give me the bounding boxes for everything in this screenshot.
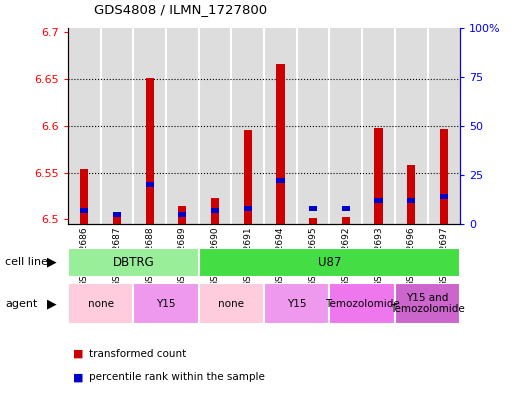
Bar bbox=[199, 248, 460, 277]
Bar bbox=[342, 206, 350, 211]
Bar bbox=[178, 212, 187, 217]
Bar bbox=[374, 128, 383, 224]
Bar bbox=[407, 198, 415, 203]
Bar bbox=[362, 28, 395, 224]
Bar bbox=[440, 129, 448, 224]
Bar bbox=[342, 217, 350, 224]
Text: Temozolomide: Temozolomide bbox=[325, 299, 400, 309]
Bar bbox=[395, 28, 428, 224]
Text: transformed count: transformed count bbox=[89, 349, 186, 359]
Bar bbox=[166, 28, 199, 224]
Text: ■: ■ bbox=[73, 372, 84, 382]
Bar bbox=[80, 169, 88, 224]
Bar bbox=[231, 28, 264, 224]
Bar bbox=[100, 28, 133, 224]
Bar bbox=[133, 28, 166, 224]
Text: percentile rank within the sample: percentile rank within the sample bbox=[89, 372, 265, 382]
Bar bbox=[428, 28, 460, 224]
Bar bbox=[407, 165, 415, 224]
Bar bbox=[440, 194, 448, 199]
Bar bbox=[329, 28, 362, 224]
Bar bbox=[113, 212, 121, 217]
Bar bbox=[309, 206, 317, 211]
Bar bbox=[113, 217, 121, 224]
Text: Y15: Y15 bbox=[156, 299, 176, 309]
Bar bbox=[297, 28, 329, 224]
Bar bbox=[145, 78, 154, 224]
Bar bbox=[145, 182, 154, 187]
Bar bbox=[309, 219, 317, 224]
Bar bbox=[395, 283, 460, 324]
Text: U87: U87 bbox=[318, 256, 341, 269]
Bar bbox=[276, 64, 285, 224]
Bar bbox=[276, 178, 285, 183]
Bar bbox=[199, 28, 231, 224]
Bar bbox=[199, 283, 264, 324]
Text: ▶: ▶ bbox=[47, 256, 56, 269]
Text: agent: agent bbox=[5, 299, 38, 309]
Bar bbox=[244, 130, 252, 224]
Bar bbox=[211, 208, 219, 213]
Text: DBTRG: DBTRG bbox=[112, 256, 154, 269]
Text: none: none bbox=[88, 299, 113, 309]
Bar bbox=[211, 198, 219, 224]
Bar bbox=[374, 198, 383, 203]
Bar bbox=[68, 283, 133, 324]
Text: ■: ■ bbox=[73, 349, 84, 359]
Bar bbox=[264, 283, 329, 324]
Bar bbox=[329, 283, 395, 324]
Bar bbox=[80, 208, 88, 213]
Text: GDS4808 / ILMN_1727800: GDS4808 / ILMN_1727800 bbox=[94, 3, 267, 16]
Text: cell line: cell line bbox=[5, 257, 48, 267]
Bar bbox=[264, 28, 297, 224]
Bar bbox=[133, 283, 199, 324]
Bar bbox=[68, 248, 199, 277]
Bar bbox=[68, 28, 100, 224]
Bar bbox=[244, 206, 252, 211]
Text: Y15 and
Temozolomide: Y15 and Temozolomide bbox=[390, 293, 465, 314]
Bar bbox=[178, 206, 187, 224]
Text: ▶: ▶ bbox=[47, 297, 56, 310]
Text: Y15: Y15 bbox=[287, 299, 306, 309]
Text: none: none bbox=[219, 299, 244, 309]
